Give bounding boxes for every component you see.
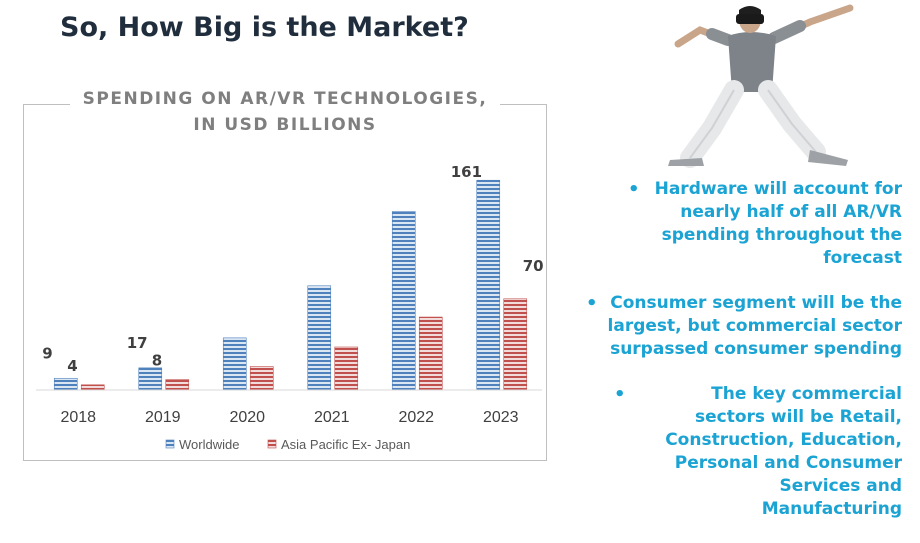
bar-worldwide-2023 [476,179,501,391]
chart-title-line-2: IN USD BILLIONS [193,115,377,135]
chart-title: SPENDING ON AR/VR TECHNOLOGIES, IN USD B… [70,86,500,138]
bullet-hardware: • Hardware will account for nearly half … [572,178,902,270]
chart-title-line-1: SPENDING ON AR/VR TECHNOLOGIES, [82,89,488,109]
bullet-consumer: • Consumer segment will be the largest, … [572,292,902,361]
bar-worldwide-2022 [391,211,416,391]
bar-apej-2018 [80,384,105,391]
labels-layer: 94 2018 178 2019 2020 2021 2022 161 70 2023 [42,163,543,426]
bullet-dot: • [586,293,598,314]
legend-label-worldwide: Worldwide [179,437,239,452]
bullet-text: Consumer segment will be the largest, bu… [607,293,902,359]
data-label-apej-2019: 8 [152,352,162,370]
x-tick-2019: 2019 [145,409,181,426]
bullet-text: Hardware will account for nearly half of… [654,179,902,268]
legend-swatch-worldwide [165,439,175,449]
legend-label-apej: Asia Pacific Ex- Japan [281,437,410,452]
bullet-text: The key commercial sectors will be Retai… [665,384,902,519]
x-tick-2018: 2018 [60,409,96,426]
bar-worldwide-2018 [53,377,78,391]
bullet-dot: • [628,179,640,200]
legend: Worldwide Asia Pacific Ex- Japan [165,437,410,452]
bullet-dot: • [614,384,626,405]
legend-swatch-apej [267,439,277,449]
bar-apej-2022 [418,316,443,391]
vr-user-illustration [668,4,854,168]
data-label-apej-2018: 4 [67,357,77,375]
data-label-worldwide-2019: 17 [127,334,148,352]
bar-apej-2020 [249,366,274,391]
bar-worldwide-2021 [307,285,332,391]
data-label-apej-2023: 70 [523,257,544,275]
key-points-list: • Hardware will account for nearly half … [572,178,902,543]
bars-layer [53,179,528,391]
bar-worldwide-2019 [138,367,163,391]
data-label-worldwide-2023: 161 [451,163,482,181]
x-tick-2020: 2020 [229,409,265,426]
bullet-commercial-sectors: • The key commercial sectors will be Ret… [572,383,902,521]
x-tick-2021: 2021 [314,409,350,426]
x-tick-2023: 2023 [483,409,519,426]
bar-apej-2023 [503,298,528,391]
bar-chart: 94 2018 178 2019 2020 2021 2022 161 70 2023 World… [36,163,544,452]
slide-title: So, How Big is the Market? [60,12,469,43]
x-tick-2022: 2022 [398,409,434,426]
bar-worldwide-2020 [222,337,247,391]
bar-apej-2021 [334,346,359,391]
data-label-worldwide-2018: 9 [42,344,52,362]
bar-apej-2019 [165,379,190,391]
